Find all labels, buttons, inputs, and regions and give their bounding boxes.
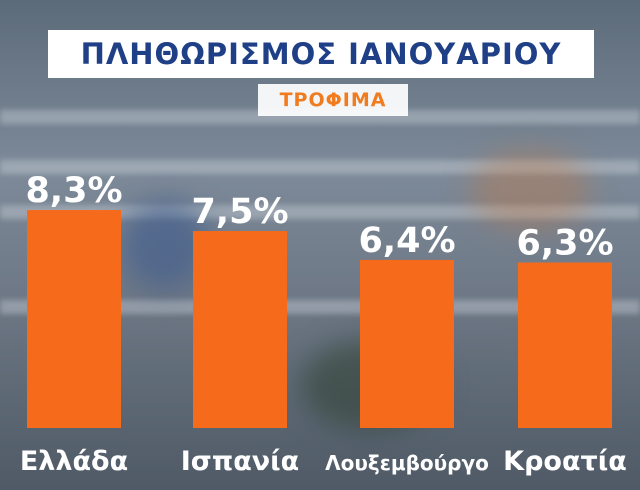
bar-4 bbox=[518, 262, 612, 428]
title-banner: ΠΛΗΘΩΡΙΣΜΟΣ ΙΑΝΟΥΑΡΙΟΥ bbox=[48, 30, 594, 78]
value-label-1: 8,3% bbox=[25, 171, 122, 211]
value-label-4: 6,3% bbox=[516, 224, 613, 264]
category-label-3: Λουξεμβούργο bbox=[325, 451, 489, 475]
value-label-2: 7,5% bbox=[191, 192, 288, 232]
bar-1 bbox=[27, 210, 121, 428]
subtitle-banner: ΤΡΟΦΙΜΑ bbox=[258, 84, 408, 116]
bars-group bbox=[27, 210, 612, 428]
category-label-2: Ισπανία bbox=[181, 446, 299, 477]
category-label-1: Ελλάδα bbox=[20, 446, 128, 477]
bar-2 bbox=[193, 231, 287, 428]
value-labels-group: 8,3% 7,5% 6,4% 6,3% bbox=[25, 171, 613, 264]
category-label-4: Κροατία bbox=[503, 446, 627, 477]
bar-3 bbox=[360, 259, 454, 428]
value-label-3: 6,4% bbox=[358, 221, 455, 261]
chart-title: ΠΛΗΘΩΡΙΣΜΟΣ ΙΑΝΟΥΑΡΙΟΥ bbox=[80, 37, 562, 71]
chart-subtitle: ΤΡΟΦΙΜΑ bbox=[279, 89, 387, 111]
category-labels-group: Ελλάδα Ισπανία Λουξεμβούργο Κροατία bbox=[20, 446, 627, 477]
